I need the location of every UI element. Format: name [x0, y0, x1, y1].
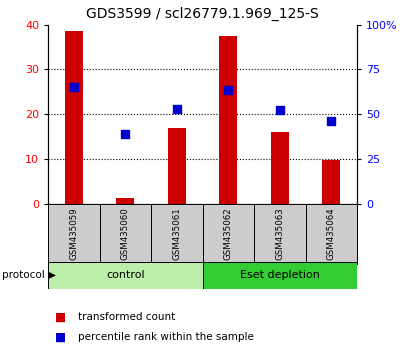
Bar: [203, 204, 254, 264]
Text: GSM435060: GSM435060: [121, 207, 130, 260]
Bar: [151, 204, 202, 264]
Text: GSM435062: GSM435062: [224, 207, 233, 260]
Point: [328, 118, 335, 124]
Text: ■: ■: [55, 331, 66, 343]
Bar: [100, 204, 151, 264]
Text: GSM435064: GSM435064: [327, 207, 336, 260]
Text: ■: ■: [55, 310, 66, 323]
Bar: [65, 32, 83, 204]
Bar: [116, 198, 134, 204]
Bar: [219, 36, 237, 204]
Point: [122, 131, 129, 137]
Bar: [322, 160, 340, 204]
Point: [173, 106, 180, 112]
Title: GDS3599 / scl26779.1.969_125-S: GDS3599 / scl26779.1.969_125-S: [86, 7, 319, 21]
Bar: [48, 262, 203, 289]
Text: protocol ▶: protocol ▶: [2, 270, 56, 280]
Bar: [168, 127, 186, 204]
Bar: [254, 204, 306, 264]
Bar: [305, 204, 357, 264]
Point: [276, 107, 283, 113]
Point: [71, 85, 77, 90]
Bar: [203, 262, 357, 289]
Text: GSM435061: GSM435061: [173, 207, 181, 260]
Text: GSM435059: GSM435059: [70, 207, 79, 260]
Text: transformed count: transformed count: [78, 312, 175, 322]
Text: percentile rank within the sample: percentile rank within the sample: [78, 332, 254, 342]
Bar: [271, 132, 289, 204]
Text: Eset depletion: Eset depletion: [240, 270, 320, 280]
Text: GSM435063: GSM435063: [276, 207, 284, 260]
Point: [225, 87, 232, 92]
Bar: [48, 204, 100, 264]
Text: control: control: [106, 270, 145, 280]
